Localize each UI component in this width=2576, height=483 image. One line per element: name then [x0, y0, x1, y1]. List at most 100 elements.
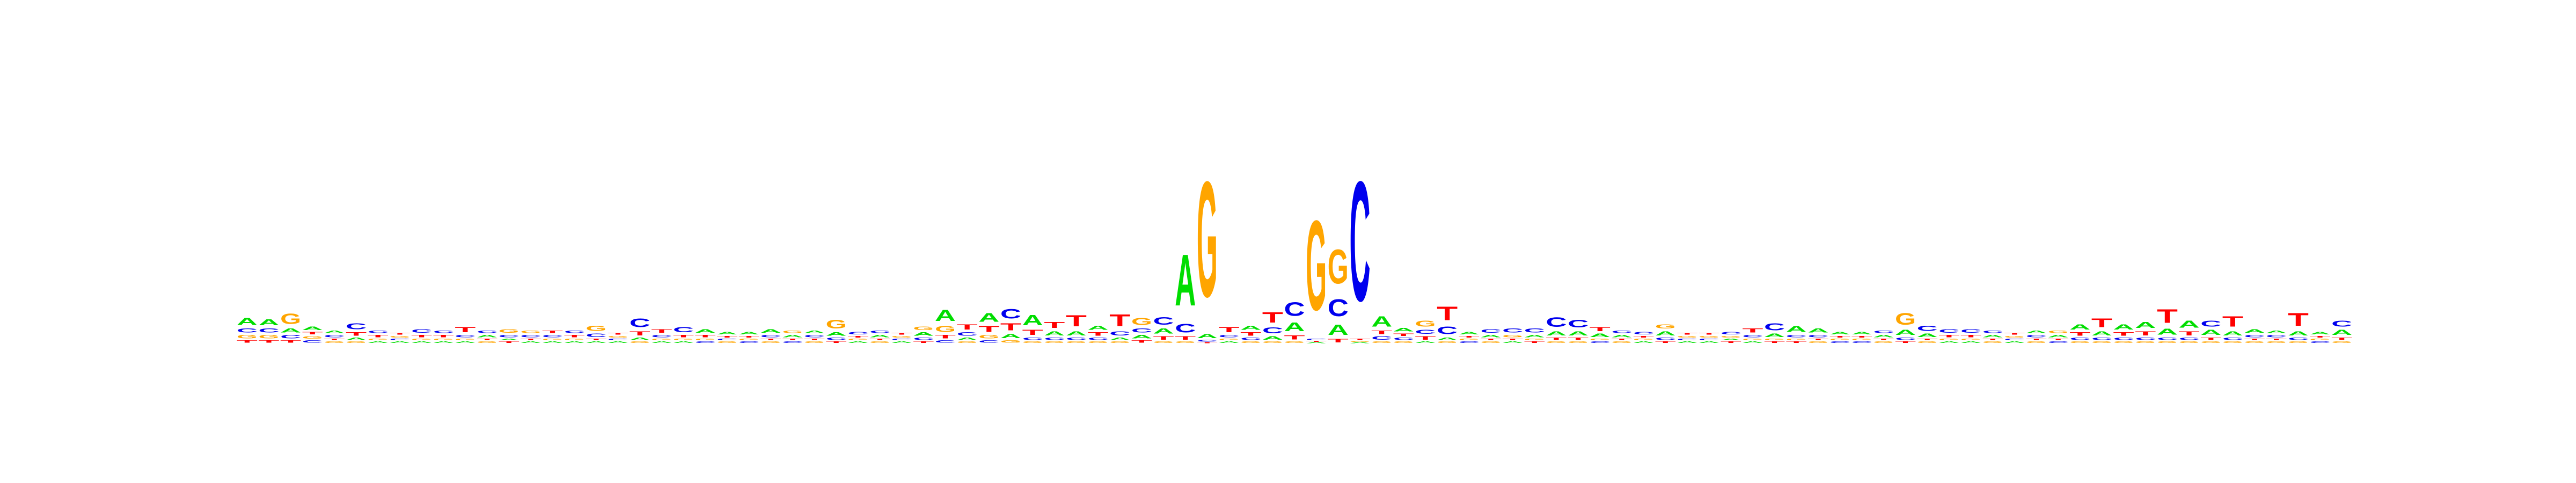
logo-letter-g: G	[586, 324, 606, 332]
logo-letter-a: A	[738, 331, 759, 335]
logo-letter-g: G	[1677, 335, 1697, 338]
logo-letter-g: G	[1786, 338, 1807, 341]
logo-letter-g: G	[1721, 335, 1741, 338]
logo-letter-c: C	[2069, 336, 2090, 341]
logo-letter-c: C	[1807, 334, 1828, 338]
logo-letter-c: C	[1240, 336, 1261, 341]
logo-letter-g: G	[2331, 341, 2352, 343]
logo-letter-t: T	[1938, 334, 1959, 338]
logo-letter-c: C	[608, 338, 628, 341]
logo-letter-t: T	[1742, 327, 1763, 334]
logo-letter-c: C	[389, 338, 410, 341]
logo-letter-c: C	[978, 339, 999, 343]
logo-letter-a: A	[695, 328, 716, 334]
logo-letter-t: T	[1633, 335, 1654, 338]
logo-letter-t: T	[651, 328, 672, 334]
logo-letter-t: T	[2200, 336, 2221, 341]
logo-letter-g: G	[2048, 330, 2069, 334]
logo-letter-c: C	[804, 334, 825, 338]
logo-letter-a: A	[1415, 341, 1436, 343]
logo-letter-g: G	[1524, 338, 1545, 341]
logo-letter-t: T	[1611, 338, 1632, 341]
logo-letter-t: T	[1568, 336, 1589, 341]
logo-letter-a: A	[1480, 334, 1501, 338]
logo-letter-c: C	[2157, 336, 2178, 341]
logo-letter-t: T	[1349, 338, 1370, 341]
logo-letter-c: C	[869, 330, 890, 334]
logo-letter-t: T	[1677, 333, 1697, 335]
logo-letter-g: G	[1371, 341, 1392, 343]
logo-letter-c: C	[1611, 330, 1632, 334]
logo-letter-g: G	[1131, 316, 1152, 327]
logo-letter-t: T	[1895, 341, 1916, 343]
logo-letter-a: A	[280, 327, 301, 334]
logo-letter-t: T	[673, 334, 694, 338]
logo-letter-a: A	[520, 341, 541, 343]
logo-letter-t: T	[1655, 341, 1676, 343]
logo-letter-t: T	[2222, 314, 2243, 330]
logo-letter-t: T	[1873, 338, 1894, 341]
logo-letter-a: A	[1590, 333, 1611, 338]
logo-letter-a: A	[1699, 341, 1719, 343]
logo-letter-g: G	[935, 324, 956, 334]
logo-letter-c: C	[433, 330, 454, 334]
logo-letter-a: A	[1371, 313, 1392, 330]
logo-letter-c: C	[324, 334, 345, 338]
logo-letter-g: G	[2157, 341, 2178, 343]
logo-letter-g: G	[1611, 341, 1632, 343]
logo-letter-c: C	[738, 341, 759, 343]
logo-letter-c: C	[891, 338, 912, 341]
logo-letter-a: A	[847, 341, 868, 343]
logo-letter-t: T	[738, 335, 759, 338]
logo-letter-t: T	[935, 334, 956, 339]
logo-letter-g: G	[913, 326, 934, 331]
logo-letter-c: C	[2200, 319, 2221, 328]
logo-letter-c: C	[346, 322, 367, 332]
logo-letter-g: G	[520, 330, 541, 334]
logo-letter-c: C	[2004, 338, 2025, 341]
logo-letter-g: G	[1699, 335, 1719, 338]
logo-letter-g: G	[389, 335, 410, 338]
logo-letter-t: T	[368, 334, 389, 338]
logo-letter-g: G	[1437, 341, 1458, 343]
logo-letter-c: C	[1524, 327, 1545, 334]
logo-letter-a: A	[1524, 334, 1545, 338]
logo-letter-g: G	[738, 338, 759, 341]
logo-letter-g: G	[891, 335, 912, 338]
logo-letter-c: C	[2331, 319, 2352, 328]
logo-letter-c: C	[1873, 330, 1894, 334]
logo-letter-g: G	[1742, 338, 1763, 341]
logo-letter-c: C	[1502, 327, 1523, 334]
logo-letter-c: C	[2266, 334, 2287, 338]
logo-letter-c: C	[673, 326, 694, 334]
logo-letter-a: A	[1175, 240, 1196, 322]
logo-letter-a: A	[1568, 330, 1589, 337]
logo-letter-g: G	[477, 341, 497, 343]
